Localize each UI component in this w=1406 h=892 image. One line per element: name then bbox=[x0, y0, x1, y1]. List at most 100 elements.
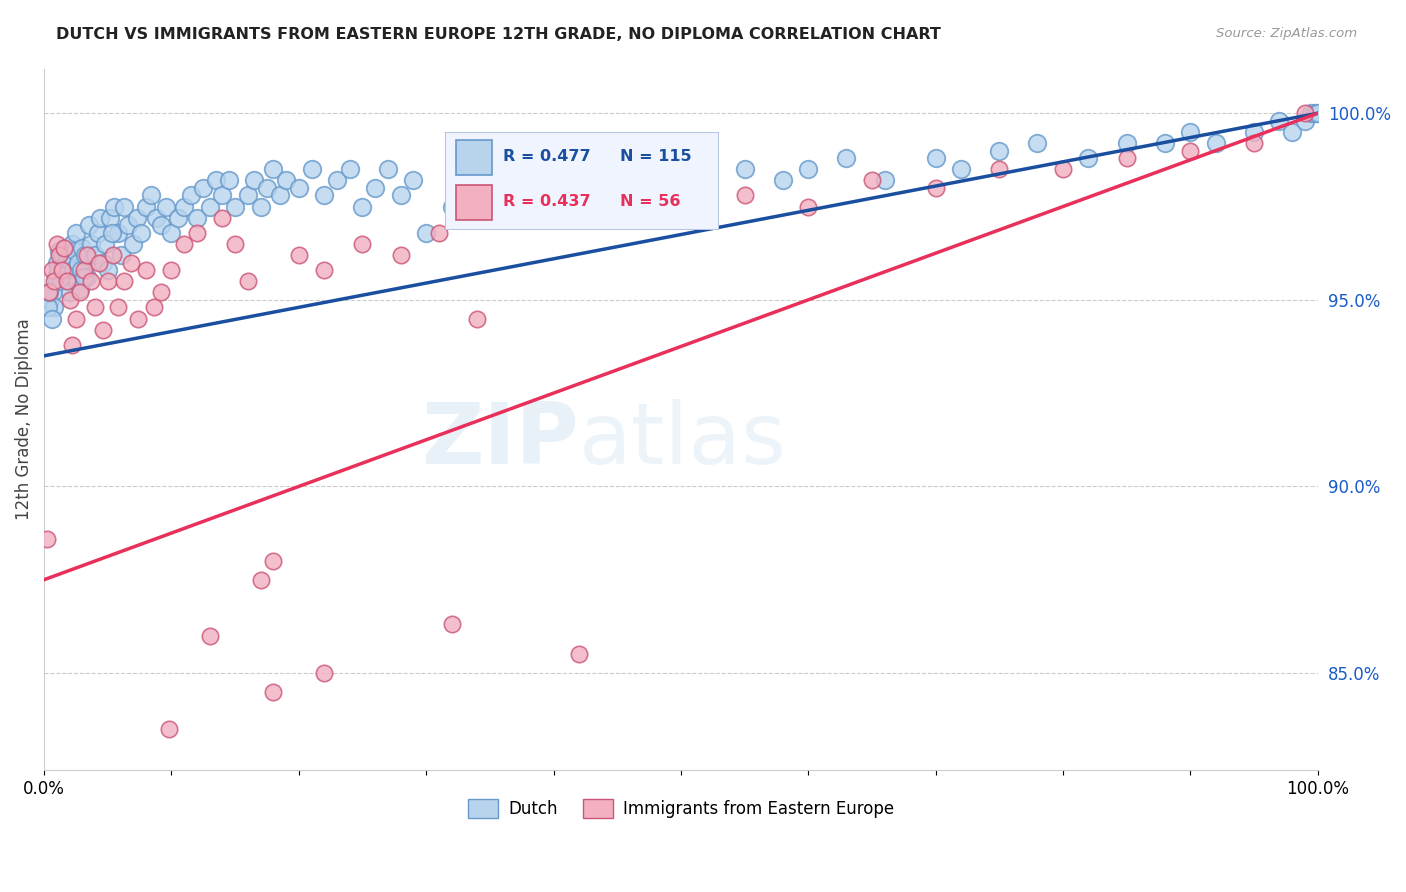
Point bbox=[44, 301, 66, 315]
Point bbox=[243, 173, 266, 187]
Point bbox=[142, 301, 165, 315]
Point bbox=[46, 263, 69, 277]
Point bbox=[1153, 136, 1175, 150]
Point bbox=[56, 252, 79, 266]
Point bbox=[150, 219, 173, 233]
Point bbox=[249, 573, 271, 587]
Point bbox=[135, 200, 157, 214]
Point bbox=[55, 267, 77, 281]
Point bbox=[860, 173, 883, 187]
Point bbox=[107, 226, 129, 240]
Point bbox=[218, 173, 240, 187]
Point bbox=[269, 188, 291, 202]
Point bbox=[129, 226, 152, 240]
Point bbox=[186, 211, 208, 225]
Point bbox=[69, 282, 91, 296]
Point bbox=[45, 255, 67, 269]
Point bbox=[87, 255, 110, 269]
Point bbox=[157, 722, 180, 736]
Point bbox=[873, 173, 896, 187]
Point bbox=[619, 200, 641, 214]
Point bbox=[236, 274, 259, 288]
Point bbox=[125, 211, 148, 225]
Point bbox=[139, 188, 162, 202]
Point bbox=[107, 301, 129, 315]
Point bbox=[314, 188, 336, 202]
Point bbox=[186, 226, 208, 240]
Point bbox=[593, 200, 616, 214]
Point bbox=[568, 648, 591, 662]
Point bbox=[98, 211, 121, 225]
Point bbox=[205, 173, 228, 187]
Point bbox=[91, 323, 114, 337]
Point bbox=[465, 311, 488, 326]
Point bbox=[84, 248, 107, 262]
Point bbox=[262, 684, 284, 698]
Point bbox=[51, 263, 73, 277]
Point bbox=[198, 629, 221, 643]
Point bbox=[669, 211, 692, 225]
Point bbox=[695, 188, 717, 202]
Point bbox=[211, 211, 233, 225]
Point bbox=[543, 188, 565, 202]
Point bbox=[1115, 151, 1137, 165]
Point bbox=[427, 226, 450, 240]
Point bbox=[103, 200, 125, 214]
Point bbox=[301, 162, 323, 177]
Point bbox=[45, 270, 67, 285]
Point bbox=[1052, 162, 1074, 177]
Point bbox=[1205, 136, 1227, 150]
Point bbox=[1077, 151, 1099, 165]
Point bbox=[1294, 113, 1316, 128]
Point bbox=[517, 200, 540, 214]
Point bbox=[89, 211, 111, 225]
Point bbox=[58, 293, 80, 307]
Point bbox=[41, 263, 63, 277]
Point bbox=[352, 200, 374, 214]
Point bbox=[53, 241, 76, 255]
Point bbox=[73, 248, 96, 262]
Point bbox=[339, 162, 361, 177]
Point bbox=[48, 244, 70, 259]
Point bbox=[97, 274, 120, 288]
Point bbox=[84, 301, 107, 315]
Point bbox=[1180, 144, 1202, 158]
Point bbox=[950, 162, 973, 177]
Point bbox=[389, 188, 412, 202]
Point bbox=[76, 270, 98, 285]
Point bbox=[67, 255, 90, 269]
Point bbox=[772, 173, 794, 187]
Point bbox=[155, 200, 177, 214]
Point bbox=[288, 181, 311, 195]
Point bbox=[734, 162, 756, 177]
Point bbox=[1294, 106, 1316, 120]
Point bbox=[60, 337, 83, 351]
Point bbox=[988, 144, 1011, 158]
Point bbox=[80, 236, 103, 251]
Point bbox=[619, 188, 641, 202]
Point bbox=[1301, 106, 1323, 120]
Point bbox=[60, 236, 83, 251]
Point bbox=[86, 226, 108, 240]
Point bbox=[402, 173, 425, 187]
Point bbox=[1281, 125, 1303, 139]
Point bbox=[38, 285, 60, 300]
Point bbox=[465, 188, 488, 202]
Point bbox=[72, 241, 94, 255]
Point bbox=[150, 285, 173, 300]
Text: ZIP: ZIP bbox=[422, 399, 579, 482]
Point bbox=[1243, 125, 1265, 139]
Point bbox=[256, 181, 278, 195]
Point bbox=[160, 226, 183, 240]
Point bbox=[35, 532, 58, 546]
Point bbox=[117, 219, 139, 233]
Point bbox=[173, 200, 195, 214]
Point bbox=[94, 236, 117, 251]
Point bbox=[76, 248, 98, 262]
Point bbox=[127, 311, 149, 326]
Point bbox=[166, 211, 188, 225]
Point bbox=[224, 236, 246, 251]
Point bbox=[1303, 106, 1326, 120]
Point bbox=[97, 263, 120, 277]
Point bbox=[110, 248, 132, 262]
